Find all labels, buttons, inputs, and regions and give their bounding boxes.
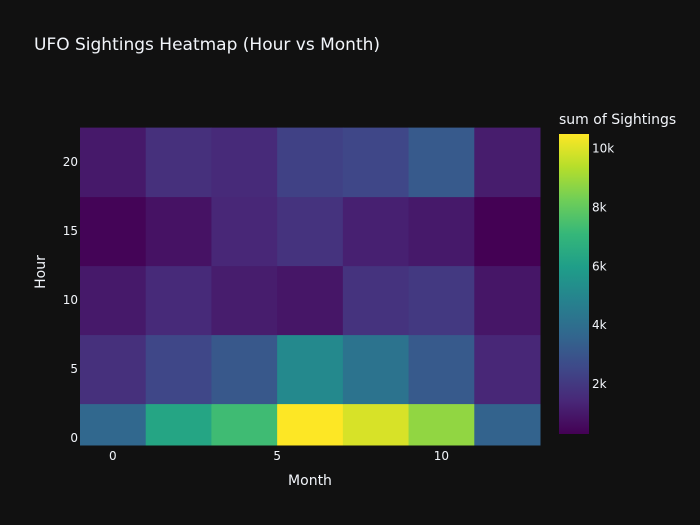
colorbar-ticks: 2k 4k 6k 8k 10k bbox=[592, 142, 614, 391]
heatmap-cell bbox=[408, 403, 475, 446]
colorbar-tick-label: 2k bbox=[592, 377, 607, 391]
heatmap-cell bbox=[474, 127, 541, 198]
heatmap-cell bbox=[474, 196, 541, 267]
heatmap-cell bbox=[145, 196, 212, 267]
x-axis-ticks: 0 5 10 bbox=[109, 449, 449, 463]
heatmap-cell bbox=[145, 265, 212, 336]
heatmap-cell bbox=[342, 403, 410, 446]
heatmap-cell bbox=[408, 127, 475, 198]
colorbar-gradient bbox=[559, 134, 589, 434]
heatmap-cell bbox=[474, 403, 541, 446]
heatmap-cell bbox=[211, 403, 278, 446]
x-tick-label: 5 bbox=[273, 449, 281, 463]
heatmap-cells bbox=[80, 127, 541, 446]
colorbar: sum of Sightings 2k 4k 6k 8k 10k bbox=[559, 112, 676, 434]
heatmap-cell bbox=[80, 403, 147, 446]
heatmap-cell bbox=[80, 196, 147, 267]
heatmap-cell bbox=[145, 334, 212, 405]
y-tick-label: 20 bbox=[63, 155, 78, 169]
y-tick-label: 15 bbox=[63, 224, 78, 238]
heatmap-cell bbox=[342, 334, 410, 405]
heatmap-cell bbox=[408, 334, 475, 405]
heatmap-cell bbox=[342, 265, 410, 336]
heatmap-cell bbox=[277, 265, 344, 336]
colorbar-tick-label: 4k bbox=[592, 318, 607, 332]
heatmap-cell bbox=[277, 196, 344, 267]
heatmap-cell bbox=[80, 334, 147, 405]
y-tick-label: 0 bbox=[70, 431, 78, 445]
x-tick-label: 10 bbox=[434, 449, 449, 463]
heatmap-cell bbox=[145, 127, 212, 198]
colorbar-tick-label: 8k bbox=[592, 201, 607, 215]
heatmap-cell bbox=[408, 196, 475, 267]
colorbar-title: sum of Sightings bbox=[559, 112, 676, 128]
heatmap-cell bbox=[80, 265, 147, 336]
heatmap-cell bbox=[211, 196, 278, 267]
y-tick-label: 5 bbox=[70, 362, 78, 376]
heatmap-cell bbox=[80, 127, 147, 198]
y-axis-title: Hour bbox=[33, 255, 49, 289]
heatmap-cell bbox=[474, 334, 541, 405]
heatmap-cell bbox=[145, 403, 212, 446]
heatmap-cell bbox=[211, 265, 278, 336]
heatmap-cell bbox=[211, 334, 278, 405]
chart-title: UFO Sightings Heatmap (Hour vs Month) bbox=[34, 35, 380, 55]
x-axis-title: Month bbox=[288, 473, 332, 489]
y-axis-ticks: 0 5 10 15 20 bbox=[63, 155, 78, 445]
heatmap-cell bbox=[211, 127, 278, 198]
heatmap-cell bbox=[474, 265, 541, 336]
heatmap-cell bbox=[277, 403, 344, 446]
x-tick-label: 0 bbox=[109, 449, 117, 463]
colorbar-tick-label: 10k bbox=[592, 142, 614, 156]
heatmap-cell bbox=[277, 334, 344, 405]
heatmap-cell bbox=[342, 196, 410, 267]
colorbar-tick-label: 6k bbox=[592, 259, 607, 273]
heatmap-cell bbox=[277, 127, 344, 198]
y-tick-label: 10 bbox=[63, 293, 78, 307]
heatmap-cell bbox=[408, 265, 475, 336]
heatmap-cell bbox=[342, 127, 410, 198]
